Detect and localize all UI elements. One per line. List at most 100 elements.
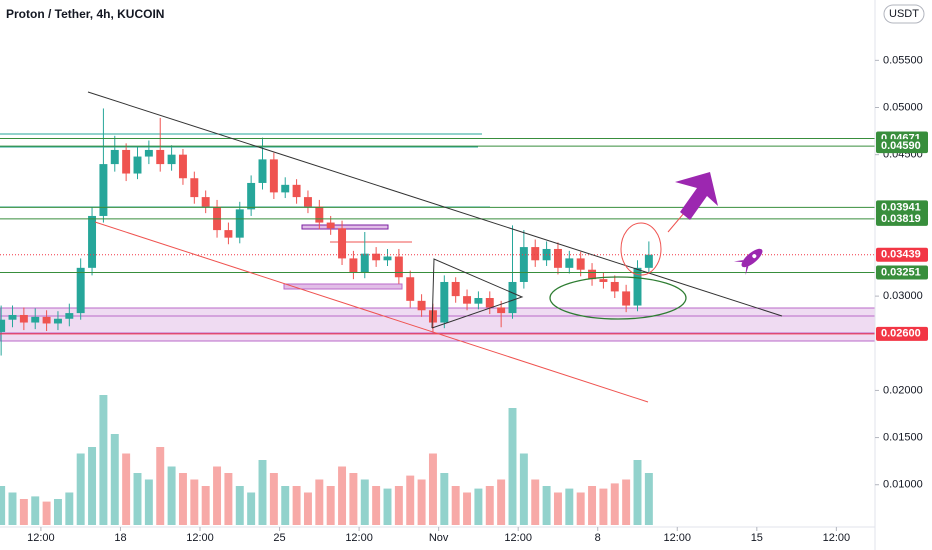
- x-tick-label: 12:00: [664, 532, 692, 544]
- volume-bar: [190, 479, 199, 525]
- volume-bar: [599, 488, 608, 525]
- volume-bar: [326, 486, 335, 525]
- price-tag-label: 0.03251: [881, 266, 921, 278]
- candle-body: [167, 154, 176, 165]
- candle-body: [99, 164, 108, 216]
- volume-bar: [269, 473, 278, 525]
- volume-bar: [65, 492, 74, 525]
- candle-body: [588, 269, 597, 280]
- candle-body: [349, 258, 358, 273]
- volume-bar: [8, 492, 17, 525]
- price-tag-label: 0.03819: [881, 213, 921, 225]
- volume-bar: [474, 488, 483, 525]
- x-tick-label: 25: [273, 532, 285, 544]
- candle-body: [565, 258, 574, 268]
- volume-bar: [610, 483, 619, 525]
- candle-body: [315, 206, 324, 223]
- support-zone: [0, 307, 876, 342]
- box: [283, 283, 403, 290]
- y-tick-label: 0.02000: [883, 384, 923, 396]
- candle-body: [428, 310, 437, 323]
- volume-bar: [485, 486, 494, 525]
- candle-body: [190, 178, 199, 198]
- volume-bar: [531, 479, 540, 525]
- price-tag: [876, 200, 928, 215]
- candle-body: [553, 248, 562, 268]
- volume-bar: [292, 486, 301, 525]
- volume-bar: [633, 460, 642, 525]
- volume-bar: [201, 486, 210, 525]
- candle-body: [519, 247, 528, 282]
- price-tag-label: 0.02600: [881, 328, 921, 340]
- volume-bar: [588, 486, 597, 525]
- volume-bar: [576, 492, 585, 525]
- volume-bar: [156, 447, 165, 525]
- volume-bar: [519, 453, 528, 525]
- volume-bar: [394, 486, 403, 525]
- candle-body: [303, 197, 312, 207]
- candle-body: [88, 215, 97, 268]
- candle-body: [8, 314, 17, 320]
- candle-body: [53, 318, 62, 324]
- candle-body: [599, 279, 608, 282]
- candle-body: [485, 298, 494, 308]
- volume-bar: [542, 486, 551, 525]
- candle-body: [383, 256, 392, 261]
- volume-bar: [213, 466, 222, 525]
- candle-body: [440, 281, 449, 323]
- volume-bar: [383, 488, 392, 525]
- currency-badge[interactable]: [883, 4, 925, 24]
- price-tag: [876, 326, 928, 341]
- candle-body: [65, 313, 74, 319]
- y-tick-label: 0.03000: [883, 290, 923, 302]
- candle-body: [178, 154, 187, 179]
- volume-bar: [428, 453, 437, 525]
- volume-bar: [303, 492, 312, 525]
- volume-bar: [42, 501, 51, 525]
- volume-bar: [315, 479, 324, 525]
- candle-body: [338, 228, 347, 259]
- candle-body: [508, 281, 517, 314]
- volume-bar: [553, 492, 562, 525]
- volume-bar: [497, 479, 506, 525]
- drawings-top: [87, 91, 783, 403]
- volume-bar: [53, 499, 62, 525]
- x-tick-label: 12:00: [823, 532, 851, 544]
- candle-body: [281, 184, 290, 193]
- candle-body: [406, 277, 415, 301]
- candle-body: [201, 197, 210, 207]
- candle-body: [644, 254, 653, 268]
- volume-bar: [76, 453, 85, 525]
- volume-bar: [338, 466, 347, 525]
- volume-bar: [99, 395, 108, 525]
- candle-body: [576, 258, 585, 270]
- volume-bar: [19, 499, 28, 525]
- volume-bar: [178, 473, 187, 525]
- price-tag: [876, 211, 928, 226]
- candle-body: [122, 149, 131, 174]
- arrow: [675, 172, 718, 220]
- candle-body: [247, 182, 256, 210]
- x-tick-label: 8: [595, 532, 601, 544]
- y-tick-label: 0.01000: [883, 479, 923, 491]
- candle-body: [394, 256, 403, 278]
- volume-bar: [0, 486, 6, 525]
- candle-body: [633, 267, 642, 306]
- candle-body: [224, 230, 233, 238]
- volume-bar: [122, 453, 131, 525]
- volume-bar: [463, 492, 472, 525]
- candle-body: [269, 159, 278, 193]
- candle-body: [417, 300, 426, 311]
- volume-bar: [31, 496, 40, 525]
- price-axis: 0.055000.050000.045000.030000.020000.015…: [27, 54, 928, 544]
- volume-bar: [360, 479, 369, 525]
- triangle: [431, 258, 524, 329]
- price-tag-label: 0.03941: [881, 201, 921, 213]
- currency[interactable]: USDT: [889, 8, 919, 20]
- candle-body: [42, 316, 51, 324]
- volume-bar: [622, 479, 631, 525]
- candle-body: [213, 206, 222, 231]
- volume-bar: [110, 434, 119, 525]
- candle-body: [156, 149, 165, 165]
